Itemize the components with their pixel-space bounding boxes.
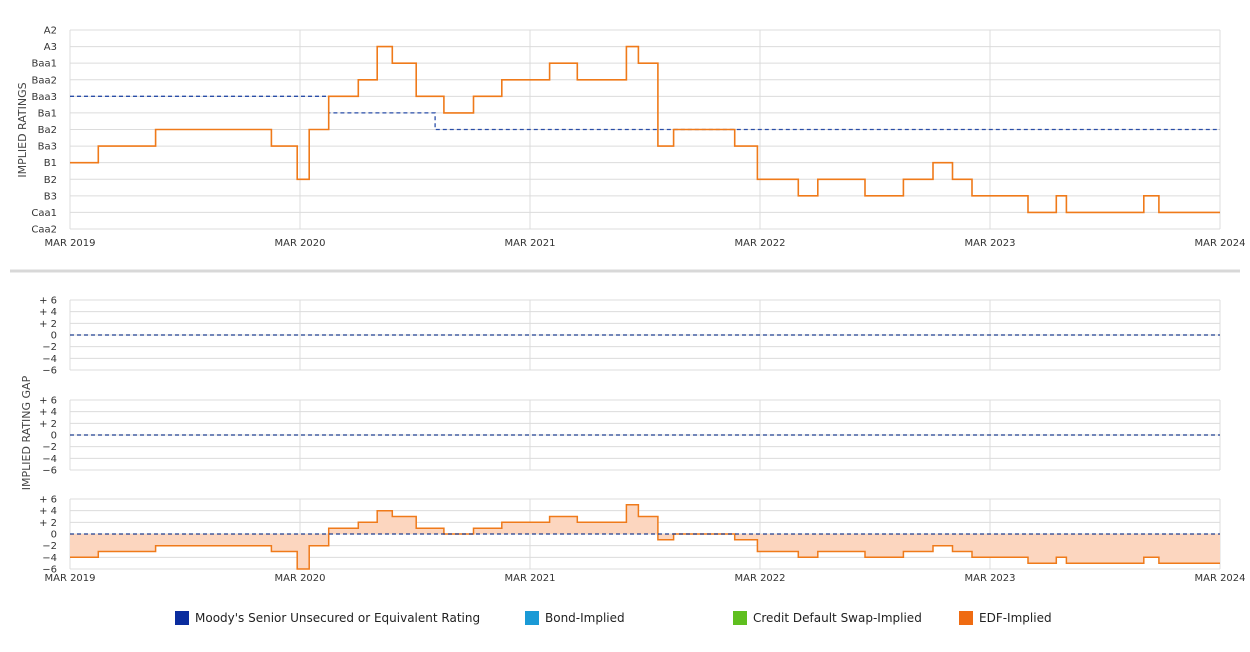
legend-swatch-bond-implied [525,611,539,625]
legend-swatch-moodys [175,611,189,625]
implied-ratings-panel: A2 A3 Baa1 Baa2 Baa3 Ba1 Ba2 Ba3 B1 B2 B3 Caa1 Caa2 M… [31,26,1245,250]
series-line-edf-implied [70,45,1220,214]
y-tick-label: −4 [42,354,57,365]
y-tick-label: −2 [42,342,57,353]
x-tick-label: MAR 2020 [274,573,325,584]
legend-label-bond-implied: Bond-Implied [545,611,625,625]
legend-item-bond-implied[interactable]: Bond-Implied [525,611,625,625]
y-tick-label: Caa1 [31,208,57,219]
legend-swatch-cds-implied [733,611,747,625]
y-tick-label: + 6 [39,495,57,506]
y-tick-label: Ba1 [38,108,57,119]
x-tick-label: MAR 2024 [1194,573,1245,584]
y-tick-label: −2 [42,541,57,552]
y-tick-label: A2 [44,26,57,37]
y-tick-label: −2 [42,442,57,453]
y-tick-label: 0 [51,530,57,541]
y-tick-label: + 6 [39,296,57,307]
x-tick-label: MAR 2024 [1194,238,1245,249]
y-tick-label: + 2 [39,518,57,529]
y-tick-label: −4 [42,454,57,465]
gap-area-edf-implied [70,504,1220,569]
x-tick-label: MAR 2021 [504,573,555,584]
y-tick-label: Baa3 [32,92,57,103]
gap-panel-bond-implied: + 6+ 4+ 20−2−4−6 [39,296,1221,377]
x-tick-label: MAR 2019 [44,238,95,249]
top-y-axis-title: IMPLIED RATINGS [16,82,29,177]
legend-label-edf-implied: EDF-Implied [979,611,1052,625]
y-tick-label: B3 [44,191,57,202]
y-tick-label: Baa2 [32,75,57,86]
y-tick-label: Baa1 [32,59,57,70]
legend-label-cds-implied: Credit Default Swap-Implied [753,611,922,625]
x-tick-label: MAR 2019 [44,573,95,584]
gap-y-axis-title: IMPLIED RATING GAP [20,375,33,490]
y-tick-label: −6 [42,565,57,576]
y-tick-label: 0 [51,431,57,442]
x-tick-label: MAR 2023 [964,573,1015,584]
y-tick-label: Caa2 [31,225,57,236]
y-tick-label: −4 [42,553,57,564]
y-tick-label: A3 [44,42,57,53]
x-tick-label: MAR 2020 [274,238,325,249]
x-tick-label: MAR 2023 [964,238,1015,249]
legend-item-cds-implied[interactable]: Credit Default Swap-Implied [733,611,922,625]
implied-ratings-chart: A2 A3 Baa1 Baa2 Baa3 Ba1 Ba2 Ba3 B1 B2 B3 Caa1 Caa2 M… [10,26,1246,585]
x-tick-label: MAR 2021 [504,238,555,249]
gap-panel-edf-implied: + 6+ 4+ 20−2−4−6 [39,495,1221,576]
legend-item-edf-implied[interactable]: EDF-Implied [959,611,1052,625]
y-tick-label: 0 [51,331,57,342]
legend-item-moodys[interactable]: Moody's Senior Unsecured or Equivalent R… [175,611,480,625]
y-tick-label: + 4 [39,506,57,517]
y-tick-label: Ba3 [38,142,57,153]
y-tick-label: + 4 [39,307,57,318]
legend-swatch-edf-implied [959,611,973,625]
y-tick-label: + 6 [39,396,57,407]
legend-label-moodys: Moody's Senior Unsecured or Equivalent R… [195,611,481,625]
y-tick-label: −6 [42,466,57,477]
x-tick-label: MAR 2022 [734,573,785,584]
y-tick-label: + 2 [39,319,57,330]
x-tick-label: MAR 2022 [734,238,785,249]
y-tick-label: + 4 [39,407,57,418]
gap-line-edf-implied [70,504,1220,570]
y-tick-label: −6 [42,366,57,377]
y-tick-label: + 2 [39,419,57,430]
implied-rating-gap-panels: + 6+ 4+ 20−2−4−6+ 6+ 4+ 20−2−4−6+ 6+ 4+ … [39,296,1245,585]
y-tick-label: B2 [44,175,57,186]
gap-panel-credit-default-swap-implied: + 6+ 4+ 20−2−4−6 [39,396,1221,477]
legend: Moody's Senior Unsecured or Equivalent R… [0,611,1250,631]
y-tick-label: B1 [44,158,57,169]
y-tick-label: Ba2 [38,125,57,136]
